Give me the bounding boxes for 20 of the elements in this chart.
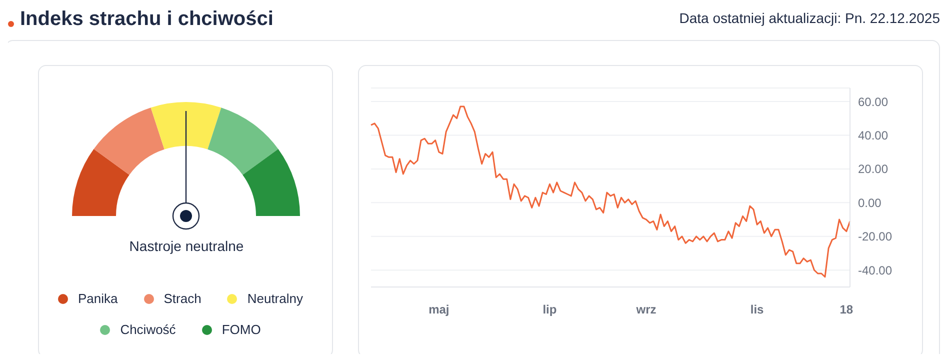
y-tick-label: 20.00 — [858, 162, 888, 176]
legend-label: FOMO — [222, 322, 261, 337]
legend-label: Neutralny — [247, 291, 303, 306]
legend-label: Panika — [78, 291, 118, 306]
chart-subtitle: Data ostatniej aktualizacji: Pn. 22.12.2025 — [679, 10, 940, 26]
y-tick-label: 60.00 — [858, 94, 888, 109]
line-series — [370, 106, 851, 278]
y-tick-label: -40.00 — [858, 263, 892, 278]
text: Nastroje neutralne — [128, 238, 245, 254]
x-tick-label: 18 — [840, 302, 854, 317]
legend-label: Strach — [164, 291, 202, 306]
x-tick-label: lis — [750, 302, 764, 317]
y-tick-label: 0.00 — [858, 196, 882, 210]
chart-title: Indeks strachu i chciwości — [20, 8, 274, 31]
x-tick-label: lip — [542, 302, 557, 317]
y-tick-label: -20.00 — [858, 230, 892, 244]
x-tick-label: maj — [428, 302, 450, 317]
y-tick-label: 40.00 — [858, 128, 888, 142]
legend-label: Chciwość — [120, 322, 176, 337]
x-tick-label: wrz — [635, 302, 656, 317]
